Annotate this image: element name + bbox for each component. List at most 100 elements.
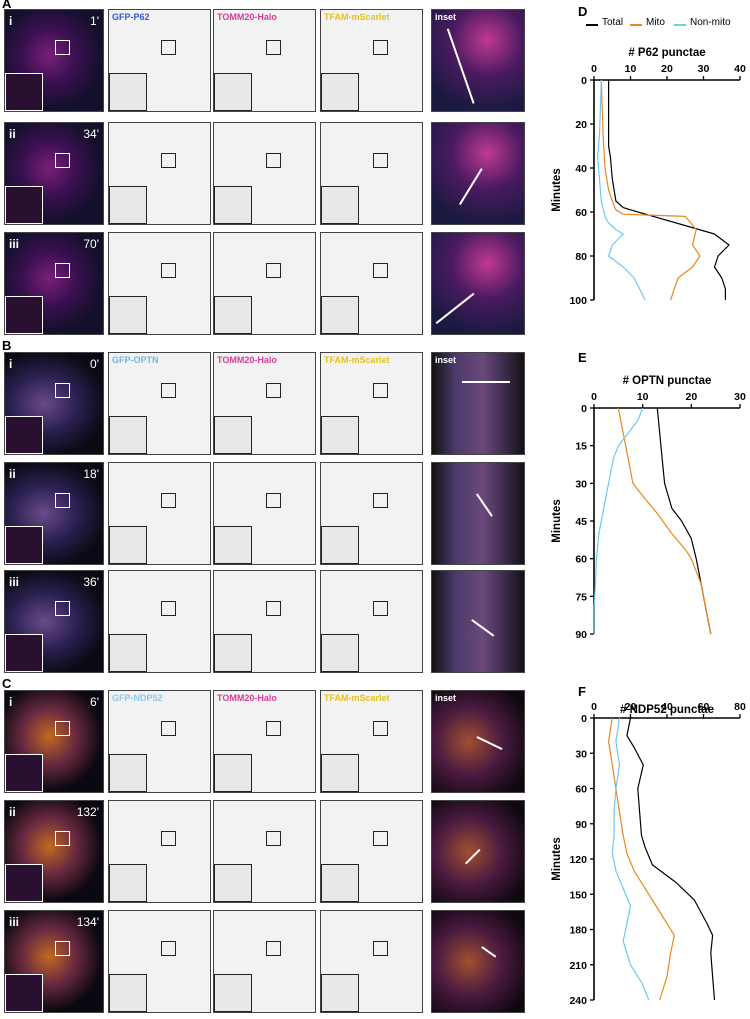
row-numeral: ii	[9, 467, 16, 481]
zoom-inset-box	[214, 296, 252, 334]
line-profile-marker	[435, 293, 475, 325]
channel-label: inset	[435, 12, 457, 22]
series-line-mito	[617, 407, 712, 635]
x-tick-label: 60	[698, 701, 710, 713]
zoom-inset-box	[109, 754, 147, 792]
zoom-inset-box	[214, 974, 252, 1012]
time-label: 70'	[83, 237, 99, 251]
series-line-mito	[600, 79, 701, 301]
x-tick-label: 0	[591, 391, 597, 403]
series-line-nonmito	[611, 717, 650, 1001]
region-of-interest-box	[266, 601, 281, 616]
channel-image	[108, 910, 211, 1013]
channel-image	[320, 232, 423, 335]
chart-title: # P62 punctae	[628, 47, 705, 59]
y-tick-label: 240	[569, 995, 587, 1007]
time-label: 0'	[90, 357, 99, 371]
zoom-inset-box	[321, 73, 359, 111]
region-of-interest-box	[161, 941, 176, 956]
region-of-interest-box	[266, 383, 281, 398]
channel-label: TFAM-mScarlet	[324, 693, 390, 703]
y-tick-label: 40	[575, 163, 587, 175]
y-tick-label: 0	[581, 75, 587, 87]
zoom-inset-box	[5, 526, 43, 564]
region-of-interest-box	[161, 40, 176, 55]
x-tick-label: 30	[698, 63, 710, 75]
line-profile-marker	[476, 493, 493, 517]
chart-title: # NDP52 punctae	[620, 704, 714, 716]
y-tick-label: 0	[581, 403, 587, 415]
y-tick-label: 90	[575, 819, 587, 831]
y-tick-label: 45	[575, 516, 587, 528]
zoom-inset-box	[109, 186, 147, 224]
row-numeral: i	[9, 357, 13, 371]
zoom-inset-box	[5, 296, 43, 334]
legend-label: Mito	[646, 17, 665, 28]
channel-image	[213, 910, 316, 1013]
channel-image	[320, 800, 423, 903]
inset-image: inset	[431, 9, 525, 112]
inset-image	[431, 462, 525, 565]
row-numeral: ii	[9, 127, 16, 141]
zoom-inset-box	[321, 864, 359, 902]
region-of-interest-box	[373, 153, 388, 168]
zoom-inset-box	[214, 186, 252, 224]
channel-image	[320, 462, 423, 565]
merge-image: iii 36'	[4, 570, 104, 673]
zoom-inset-box	[5, 416, 43, 454]
time-label: 18'	[83, 467, 99, 481]
inset-image	[431, 122, 525, 225]
x-tick-label: 10	[637, 391, 649, 403]
region-of-interest-box	[55, 831, 70, 846]
region-of-interest-box	[55, 40, 70, 55]
channel-label: inset	[435, 693, 457, 703]
region-of-interest-box	[266, 493, 281, 508]
region-of-interest-box	[55, 153, 70, 168]
channel-image	[213, 800, 316, 903]
channel-image	[108, 462, 211, 565]
zoom-inset-box	[5, 186, 43, 224]
region-of-interest-box	[266, 721, 281, 736]
y-tick-label: 75	[575, 591, 587, 603]
channel-image	[108, 570, 211, 673]
series-line-total	[656, 407, 712, 635]
region-of-interest-box	[266, 263, 281, 278]
y-axis-label: Minutes	[551, 168, 563, 211]
channel-label: TOMM20-Halo	[217, 355, 277, 365]
channel-label: TOMM20-Halo	[217, 12, 277, 22]
channel-image	[213, 232, 316, 335]
y-tick-label: 150	[569, 889, 587, 901]
zoom-inset-box	[5, 974, 43, 1012]
channel-image: TOMM20-Halo	[213, 690, 316, 793]
series-line-nonmito	[596, 79, 646, 301]
region-of-interest-box	[161, 383, 176, 398]
x-tick-label: 0	[591, 701, 597, 713]
zoom-inset-box	[321, 754, 359, 792]
zoom-inset-box	[321, 416, 359, 454]
merge-image: i 6'	[4, 690, 104, 793]
legend-swatch-nonmito	[674, 24, 686, 26]
zoom-inset-box	[214, 526, 252, 564]
zoom-inset-box	[321, 634, 359, 672]
panel-letter-d: D	[578, 4, 588, 19]
channel-label: TFAM-mScarlet	[324, 355, 390, 365]
panel-letter-b: B	[2, 338, 12, 353]
channel-image	[320, 570, 423, 673]
series-line-nonmito	[593, 407, 644, 634]
y-axis-label: Minutes	[551, 499, 563, 542]
channel-image	[108, 800, 211, 903]
zoom-inset-box	[321, 296, 359, 334]
time-label: 1'	[90, 14, 99, 28]
channel-image: GFP-P62	[108, 9, 211, 112]
zoom-inset-box	[214, 634, 252, 672]
series-line-total	[626, 717, 716, 1001]
zoom-inset-box	[5, 864, 43, 902]
y-tick-label: 60	[575, 784, 587, 796]
zoom-inset-box	[321, 526, 359, 564]
region-of-interest-box	[161, 831, 176, 846]
region-of-interest-box	[161, 263, 176, 278]
merge-image: ii 18'	[4, 462, 104, 565]
row-numeral: i	[9, 695, 13, 709]
panel-letter-c: C	[2, 676, 12, 691]
channel-image: TOMM20-Halo	[213, 352, 316, 455]
